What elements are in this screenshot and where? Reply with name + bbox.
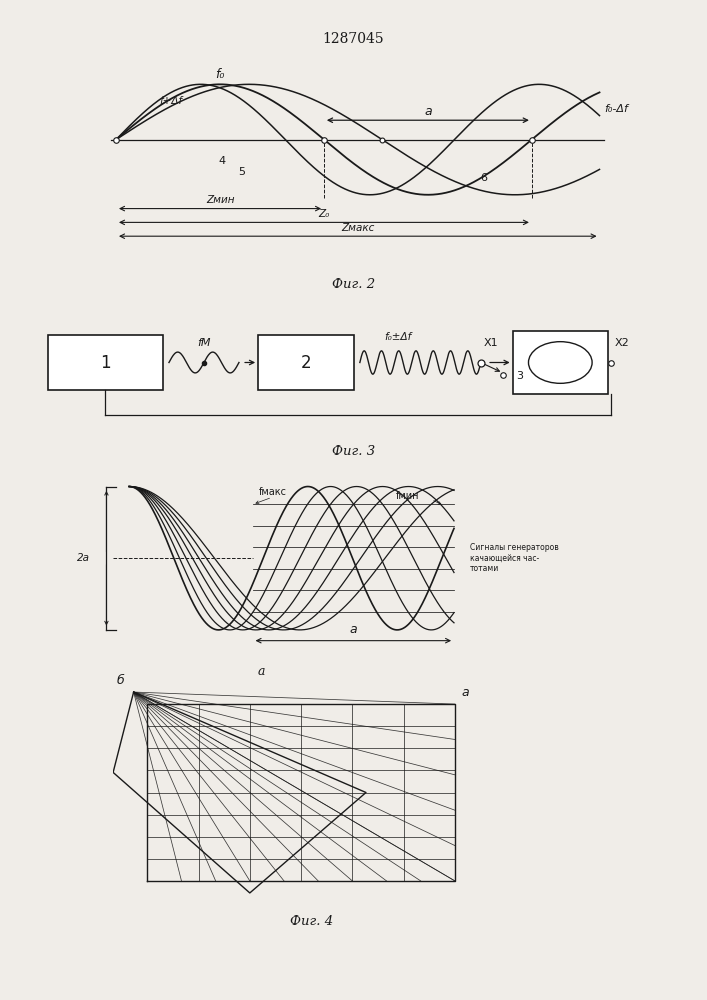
Text: 6: 6	[480, 173, 487, 183]
Text: X1: X1	[484, 338, 498, 348]
Text: f₀: f₀	[216, 68, 225, 81]
Text: f₀-Δf: f₀-Δf	[604, 104, 629, 114]
Text: 1: 1	[100, 354, 111, 371]
Text: f₀±Δf: f₀±Δf	[385, 332, 411, 342]
Text: a: a	[349, 623, 357, 636]
Text: Фиг. 4: Фиг. 4	[290, 915, 332, 928]
Text: a: a	[258, 665, 265, 678]
Text: a: a	[424, 105, 432, 118]
Text: f+Δf: f+Δf	[160, 96, 182, 106]
Text: 3: 3	[516, 371, 522, 381]
Text: Zмакс: Zмакс	[341, 223, 375, 233]
Text: Zмин: Zмин	[206, 195, 234, 205]
Text: 2a: 2a	[77, 553, 90, 563]
Text: б: б	[117, 674, 124, 687]
Text: X2: X2	[614, 338, 629, 348]
Circle shape	[529, 342, 592, 383]
Text: fМ: fМ	[197, 338, 211, 348]
Text: 2: 2	[300, 354, 311, 371]
Bar	[513, 331, 608, 394]
Text: Сигналы генераторов
качающейся час-
тотами: Сигналы генераторов качающейся час- тота…	[470, 543, 559, 573]
Text: 5: 5	[238, 167, 245, 177]
Text: Фиг. 3: Фиг. 3	[332, 445, 375, 458]
Bar	[258, 335, 354, 390]
Text: a: a	[462, 686, 469, 699]
Text: Фиг. 2: Фиг. 2	[332, 278, 375, 291]
Bar	[48, 335, 163, 390]
Text: Z₀: Z₀	[318, 209, 329, 219]
Text: 1287045: 1287045	[322, 32, 385, 46]
Text: fмакс: fмакс	[259, 487, 287, 497]
Text: 4: 4	[219, 156, 226, 166]
Text: fмин: fмин	[395, 491, 419, 501]
